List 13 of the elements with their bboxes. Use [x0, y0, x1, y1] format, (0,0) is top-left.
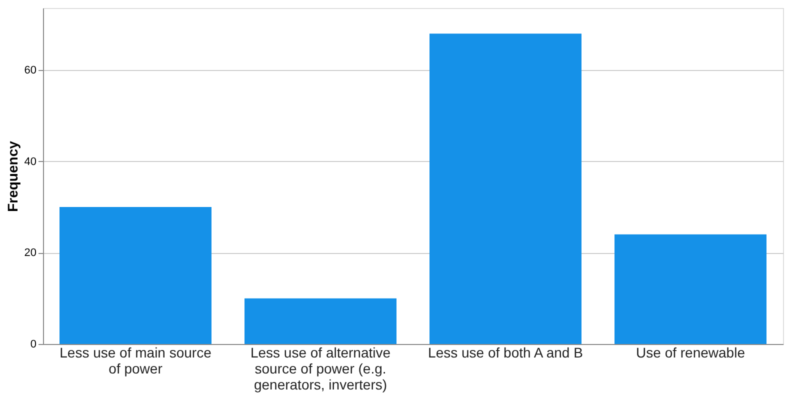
x-tick-label: Less use of alternative source of power (e.g. generators, inverters) — [250, 344, 391, 392]
bar — [60, 207, 212, 344]
y-tick-label: 40 — [24, 156, 36, 168]
y-tick-label: 20 — [24, 247, 36, 260]
x-tick-label: Less use of main source of power — [60, 344, 212, 376]
bar — [430, 34, 582, 344]
x-tick-label: Less use of both A and B — [428, 344, 583, 360]
y-axis-title: Frequency — [4, 140, 20, 212]
bar — [614, 234, 766, 344]
y-tick-label: 60 — [24, 64, 36, 77]
x-tick-label: Use of renewable — [636, 344, 746, 360]
bar — [244, 298, 396, 344]
y-tick-label: 0 — [30, 338, 36, 350]
